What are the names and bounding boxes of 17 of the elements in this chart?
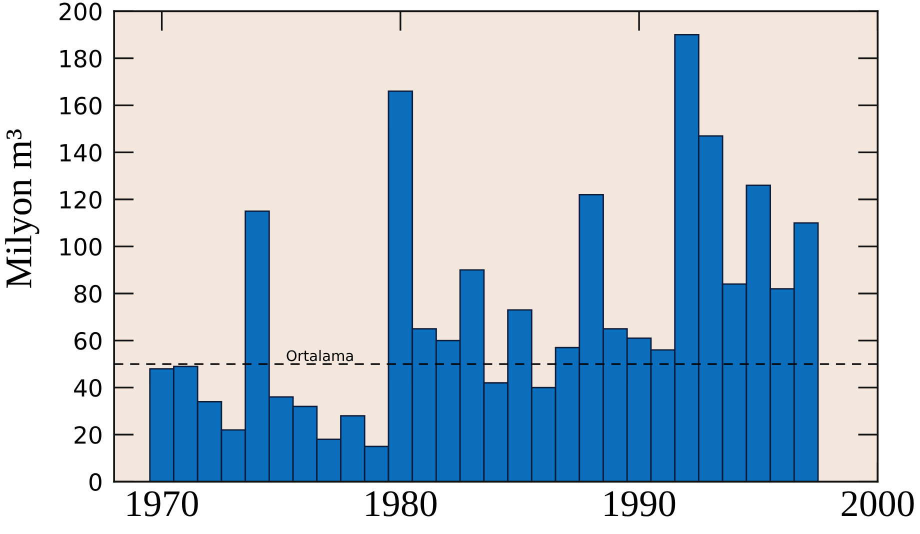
y-tick-label: 60 (74, 332, 102, 350)
x-tick-label: 1970 (128, 491, 198, 516)
x-tick-label: 1980 (366, 491, 436, 516)
y-tick-label: 120 (60, 190, 102, 209)
x-tick-label: 2000 (842, 491, 914, 516)
y-tick-label: 140 (60, 144, 102, 162)
y-tick-label: 100 (60, 238, 102, 256)
y-tick-label: 160 (60, 96, 102, 115)
y-tick-label: 200 (60, 2, 102, 21)
y-tick-label: 80 (74, 284, 102, 303)
ref-line-label: Ortalama (286, 350, 353, 362)
y-tick-label: 20 (74, 426, 102, 444)
y-tick-label: 0 (90, 473, 102, 491)
y-tick-label: 40 (74, 379, 102, 397)
y-axis-title: Milyon m³ (5, 129, 40, 288)
y-tick-label: 180 (60, 50, 102, 68)
x-tick-label: 1990 (604, 491, 676, 516)
